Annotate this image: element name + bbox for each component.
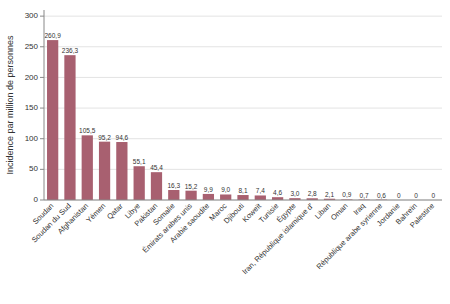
y-axis-line xyxy=(44,10,45,200)
bar xyxy=(82,135,93,200)
y-tick-label: 0 xyxy=(34,195,39,204)
data-label: 15,2 xyxy=(185,183,198,190)
data-label: 105,5 xyxy=(79,127,96,134)
x-tick-label: République arabe syrienne xyxy=(314,201,384,271)
data-label: 55,1 xyxy=(133,158,146,165)
data-label: 3,0 xyxy=(290,190,299,197)
grid-line xyxy=(44,200,442,201)
data-label: 0,7 xyxy=(360,192,369,199)
data-label: 2,8 xyxy=(308,190,317,197)
y-tick xyxy=(40,77,44,78)
bar xyxy=(64,55,75,200)
bar xyxy=(99,142,110,200)
data-label: 95,2 xyxy=(98,134,111,141)
data-label: 0 xyxy=(432,192,436,199)
y-tick xyxy=(40,169,44,170)
y-tick-label: 250 xyxy=(25,42,39,51)
data-label: 0 xyxy=(397,192,401,199)
x-tick-label: Djibouti xyxy=(222,201,246,225)
data-label: 16,3 xyxy=(167,182,180,189)
bar xyxy=(220,194,231,200)
bar xyxy=(168,190,179,200)
grid-line xyxy=(44,77,442,78)
data-label: 0,6 xyxy=(377,192,386,199)
data-label: 9,9 xyxy=(204,186,213,193)
data-label: 0,9 xyxy=(342,191,351,198)
grid xyxy=(44,16,442,200)
y-tick-label: 200 xyxy=(25,73,39,82)
bar xyxy=(255,195,266,200)
grid-line xyxy=(44,108,442,109)
bar xyxy=(151,172,162,200)
x-tick-label: Arabie saoudite xyxy=(168,201,211,244)
y-tick xyxy=(40,108,44,109)
data-label: 9,0 xyxy=(221,186,230,193)
y-tick-label: 150 xyxy=(25,103,39,112)
data-label: 7,4 xyxy=(256,187,265,194)
y-tick-label: 300 xyxy=(25,11,39,20)
y-tick-label: 50 xyxy=(29,164,38,173)
data-label: 260,9 xyxy=(45,32,62,39)
data-label: 0 xyxy=(414,192,418,199)
data-label: 94,6 xyxy=(116,134,129,141)
bar xyxy=(134,166,145,200)
data-label: 4,6 xyxy=(273,189,282,196)
bar xyxy=(237,195,248,200)
x-tick-label: Yémen xyxy=(84,201,107,224)
data-label: 236,3 xyxy=(62,47,79,54)
chart-container: 0 50 100 150 200 250 300 260,9 236,3 105,595,2 94,… xyxy=(0,0,450,304)
bar xyxy=(203,194,214,200)
data-labels: 260,9 236,3 105,595,2 94,6 55,1 45,4 16,3 15,2 9… xyxy=(45,32,436,199)
data-label: 45,4 xyxy=(150,164,163,171)
x-tick-label: Qatar xyxy=(105,201,125,221)
x-ticks: SoudanSoudan du SudAfghanistanYémenQatar… xyxy=(30,201,436,276)
data-label: 2,1 xyxy=(325,191,334,198)
chart-svg: 0 50 100 150 200 250 300 260,9 236,3 105,595,2 94,… xyxy=(0,0,450,304)
y-ticks: 0 50 100 150 200 250 300 xyxy=(25,11,44,204)
bar xyxy=(116,142,127,200)
bar xyxy=(185,191,196,200)
y-tick xyxy=(40,138,44,139)
y-tick xyxy=(40,16,44,17)
x-tick-label: Oman xyxy=(329,201,350,222)
y-tick-label: 100 xyxy=(25,134,39,143)
x-tick-label: Palestine xyxy=(408,201,436,229)
y-axis-label: Incidence par million de personnes xyxy=(5,35,15,175)
y-tick xyxy=(40,46,44,47)
y-tick xyxy=(40,200,44,201)
x-axis-line xyxy=(44,200,442,201)
grid-line xyxy=(44,16,442,17)
x-tick-label: Iran, République islamique d' xyxy=(240,201,315,276)
grid-line xyxy=(44,46,442,47)
bars xyxy=(47,40,387,200)
bar xyxy=(47,40,58,200)
data-label: 8,1 xyxy=(238,187,247,194)
